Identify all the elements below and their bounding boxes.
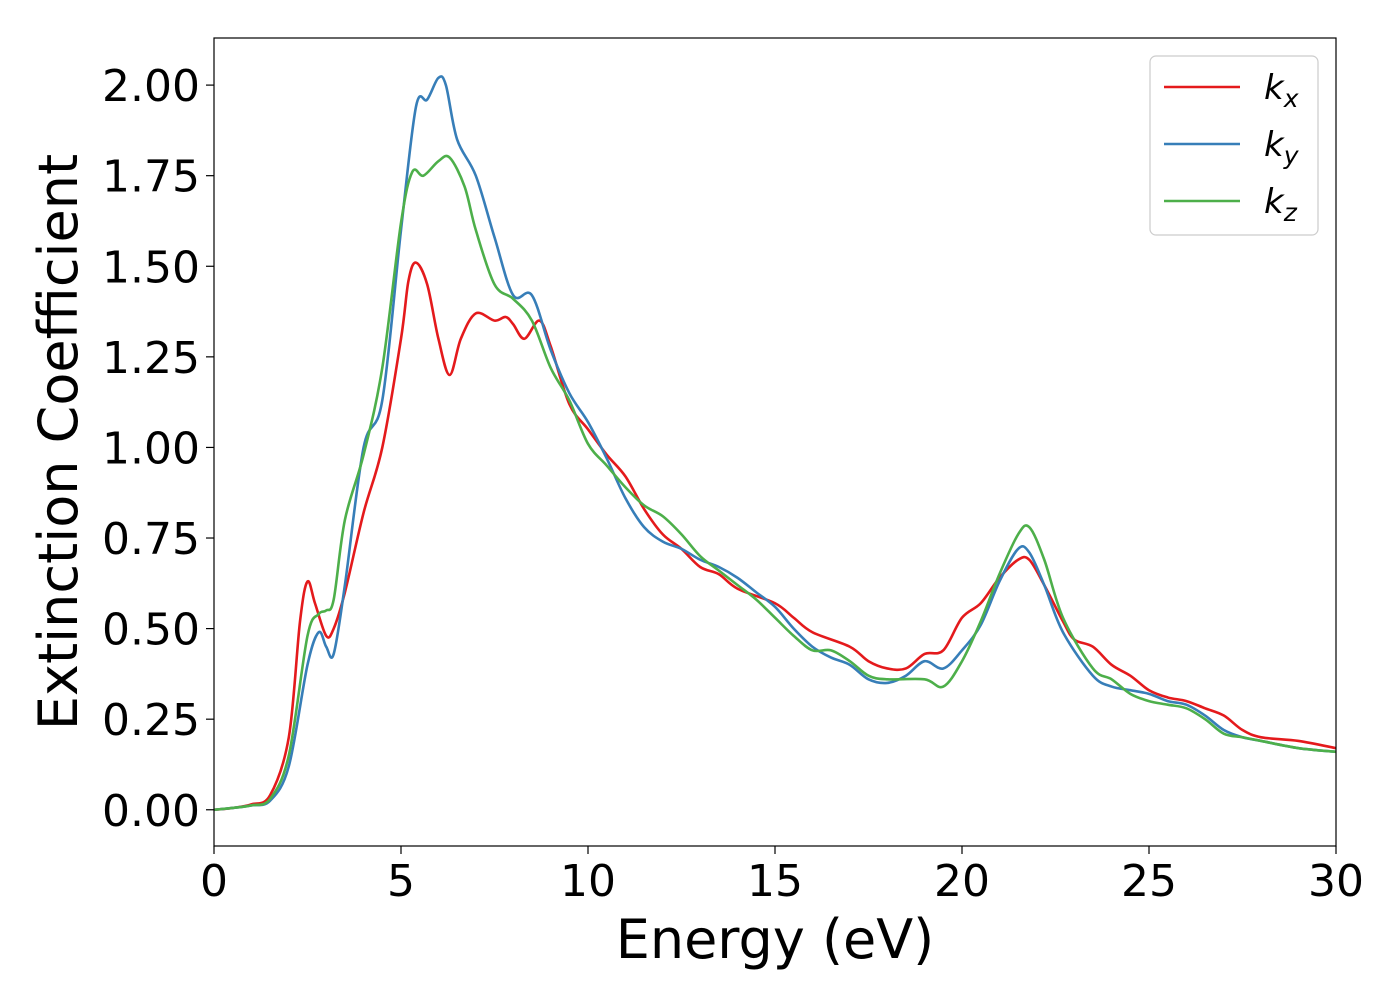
x-axis-ticks: 0 5 10 15 20 25 30 xyxy=(200,846,1364,907)
series-line-ky xyxy=(214,75,1336,812)
x-axis-label: Energy (eV) xyxy=(616,908,935,971)
x-tick-label: 25 xyxy=(1121,856,1177,907)
x-tick-label: 15 xyxy=(747,856,803,907)
x-tick-label: 30 xyxy=(1308,856,1364,907)
y-axis-ticks: 0.00 0.25 0.50 0.75 1.00 1.25 1.50 1.75 2.00 xyxy=(102,61,214,837)
y-tick-label: 2.00 xyxy=(102,61,200,112)
y-tick-label: 1.25 xyxy=(102,333,200,384)
x-tick-label: 20 xyxy=(934,856,990,907)
series-line-kx xyxy=(214,261,1336,812)
x-tick-label: 5 xyxy=(387,856,415,907)
series-layer xyxy=(214,75,1336,812)
y-tick-label: 0.50 xyxy=(102,605,200,656)
x-tick-label: 0 xyxy=(200,856,228,907)
x-tick-label: 10 xyxy=(560,856,616,907)
series-line-kz xyxy=(214,154,1336,812)
y-tick-label: 0.75 xyxy=(102,514,200,565)
y-tick-label: 1.75 xyxy=(102,152,200,203)
y-tick-label: 1.50 xyxy=(102,242,200,293)
legend-box xyxy=(1149,55,1319,236)
y-tick-label: 0.00 xyxy=(102,786,200,837)
y-tick-label: 1.00 xyxy=(102,423,200,474)
y-tick-label: 0.25 xyxy=(102,695,200,746)
y-axis-label: Extinction Coefficient xyxy=(27,154,90,730)
